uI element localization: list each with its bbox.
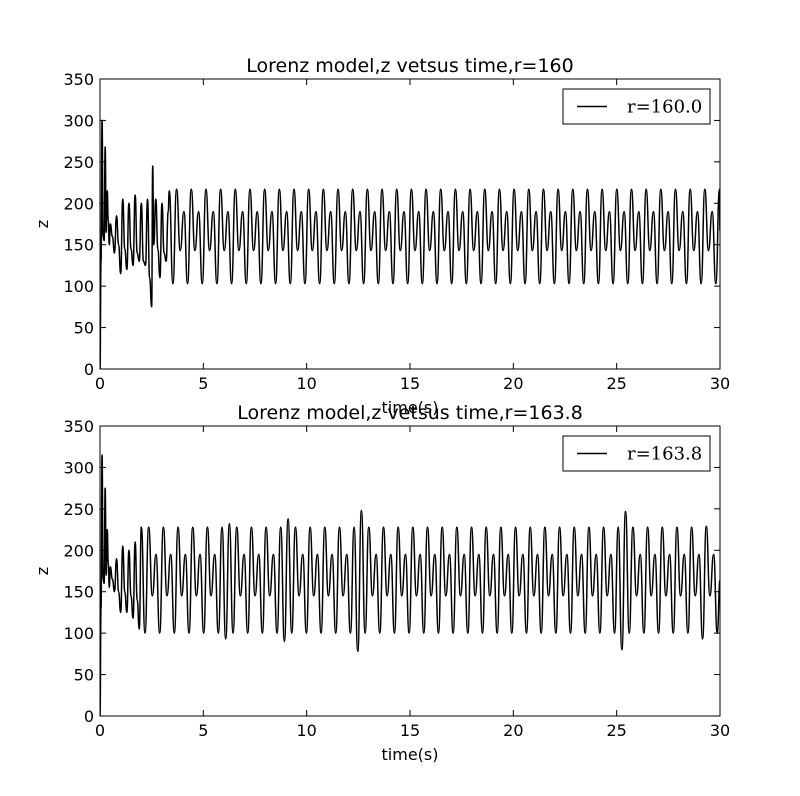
- y-tick-label: 0: [84, 360, 94, 379]
- x-tick-label: 25: [606, 374, 626, 393]
- legend: r=163.8: [562, 435, 711, 472]
- legend: r=160.0: [562, 88, 711, 125]
- y-tick-label: 250: [63, 153, 94, 172]
- y-tick-label: 100: [63, 277, 94, 296]
- y-tick-label: 300: [63, 111, 94, 130]
- y-axis-label: z: [33, 220, 52, 228]
- y-tick-label: 200: [63, 194, 94, 213]
- x-tick-label: 0: [95, 374, 105, 393]
- legend-label: r=160.0: [627, 97, 702, 118]
- series-line-1: [100, 454, 720, 716]
- x-tick-label: 20: [503, 721, 523, 740]
- y-tick-label: 250: [63, 500, 94, 519]
- y-axis-label: z: [33, 567, 52, 575]
- y-tick-label: 150: [63, 236, 94, 255]
- y-tick-label: 300: [63, 458, 94, 477]
- x-tick-label: 20: [503, 374, 523, 393]
- y-tick-label: 0: [84, 707, 94, 726]
- chart-title: Lorenz model,z vetsus time,r=160: [246, 55, 573, 77]
- y-tick-label: 350: [63, 70, 94, 89]
- y-tick-label: 150: [63, 583, 94, 602]
- x-tick-label: 0: [95, 721, 105, 740]
- x-tick-label: 10: [296, 721, 316, 740]
- legend-label: r=163.8: [627, 444, 702, 465]
- x-tick-label: 15: [400, 374, 420, 393]
- x-tick-label: 15: [400, 721, 420, 740]
- chart-title: Lorenz model,z vetsus time,r=163.8: [237, 402, 583, 424]
- y-tick-label: 200: [63, 541, 94, 560]
- x-tick-label: 10: [296, 374, 316, 393]
- x-tick-label: 5: [198, 721, 208, 740]
- y-tick-label: 50: [74, 666, 94, 685]
- y-tick-label: 350: [63, 417, 94, 436]
- x-tick-label: 5: [198, 374, 208, 393]
- x-tick-label: 30: [710, 374, 730, 393]
- x-tick-label: 30: [710, 721, 730, 740]
- series-line-0: [100, 119, 720, 369]
- x-tick-label: 25: [606, 721, 626, 740]
- x-axis-label: time(s): [382, 398, 439, 417]
- chart-panel-r160: 0 5 10 15 20 25 30050100150200250300350Lorenz …: [33, 55, 730, 417]
- x-axis-label: time(s): [382, 745, 439, 764]
- chart-panel-r163-8: 0 5 10 15 20 25 30050100150200250300350Lorenz …: [33, 402, 730, 764]
- y-tick-label: 50: [74, 319, 94, 338]
- y-tick-label: 100: [63, 624, 94, 643]
